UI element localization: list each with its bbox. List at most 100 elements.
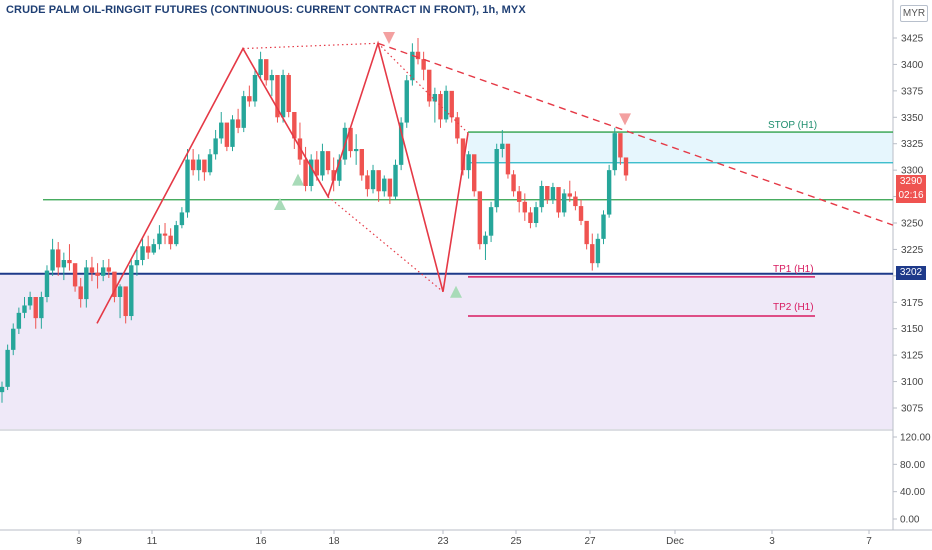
candle-body [382, 178, 387, 192]
volume-tick-label: 80.00 [900, 460, 925, 471]
candle-body [595, 238, 601, 264]
candle-body [365, 175, 370, 190]
candle-body [561, 193, 567, 213]
dotted-right-line [377, 42, 469, 134]
candle-body [44, 270, 50, 297]
candle-body [78, 286, 83, 300]
time-tick-label: 7 [866, 536, 872, 547]
candle-body [533, 207, 539, 223]
candle-body [325, 151, 331, 171]
candle-body [56, 249, 61, 268]
stop-zone [468, 132, 893, 163]
countdown-tag: 02:16 [896, 189, 926, 203]
candle-body [213, 138, 218, 155]
candle-body [516, 191, 522, 202]
price-tick-label: 3150 [901, 324, 924, 335]
candle-body [39, 297, 44, 319]
dotted-peak-line [242, 42, 379, 50]
candle-body [67, 260, 72, 264]
candle-body [224, 122, 230, 147]
candle-body [95, 272, 100, 276]
candle-body [460, 138, 466, 171]
price-axis[interactable]: 3075310031253150317532003225325032753300… [893, 34, 924, 415]
time-tick-label: 23 [437, 536, 449, 547]
candle-body [27, 297, 33, 306]
candle-body [190, 159, 196, 171]
candle-body [432, 94, 438, 102]
candle-body [438, 94, 443, 120]
candle-body [522, 201, 528, 213]
volume-axis[interactable]: 0.00 40.00 80.00 120.00 [893, 433, 931, 526]
candle-body [415, 51, 421, 60]
time-tick-label: 25 [510, 536, 522, 547]
candle-body [258, 59, 263, 75]
candle-body [84, 267, 89, 300]
candle-body [162, 233, 168, 236]
candle-body [202, 159, 207, 173]
price-tick-label: 3350 [901, 113, 924, 124]
candle-body [528, 212, 533, 223]
candle-body [573, 196, 578, 207]
candle-body [545, 186, 550, 200]
candle-body [134, 260, 140, 266]
candles [0, 38, 629, 403]
price-tick-label: 3225 [901, 245, 924, 256]
candle-body [590, 244, 595, 264]
candle-body [370, 170, 376, 190]
volume-tick-label: 0.00 [900, 515, 920, 526]
price-tick-label: 3075 [901, 404, 924, 415]
time-axis[interactable]: 9 11 16 18 23 25 27 Dec 3 7 [76, 530, 872, 547]
currency-button[interactable]: MYR [900, 5, 928, 22]
candle-body [247, 96, 252, 102]
candle-body [241, 96, 246, 128]
candle-body [387, 178, 393, 197]
candle-body [337, 159, 342, 181]
demand-zone [0, 273, 893, 429]
candle-body [185, 159, 190, 213]
candle-body [410, 51, 415, 81]
candle-body [207, 154, 213, 173]
candle-body [567, 193, 572, 197]
candle-body [505, 143, 511, 175]
candle-body [16, 312, 22, 329]
candle-body [500, 143, 505, 149]
buy-marker [274, 197, 286, 210]
candle-body [292, 112, 297, 139]
sell-marker [619, 113, 631, 126]
candle-body [168, 235, 173, 245]
price-tick-label: 3400 [901, 60, 924, 71]
candle-body [264, 59, 269, 81]
price-tick-label: 3250 [901, 219, 924, 230]
candle-body [61, 260, 67, 268]
time-tick-label: 9 [76, 536, 82, 547]
candle-body [280, 75, 286, 118]
price-tick-label: 3125 [901, 351, 924, 362]
tp2-label: TP2 (H1) [773, 302, 814, 313]
candle-body [314, 159, 320, 176]
candle-body [112, 271, 117, 297]
candle-body [11, 328, 16, 350]
candle-body [0, 386, 5, 393]
candle-body [556, 187, 561, 213]
sell-marker [383, 32, 395, 44]
candle-body [427, 69, 432, 102]
candle-body [33, 297, 38, 319]
candle-body [449, 90, 454, 118]
candle-body [123, 286, 128, 317]
candle-body [89, 267, 95, 273]
candle-body [578, 206, 584, 221]
price-tick-label: 3100 [901, 377, 924, 388]
chart-title: CRUDE PALM OIL-RINGGIT FUTURES (CONTINUO… [6, 4, 526, 16]
candle-body [584, 220, 589, 245]
price-tick-label: 3300 [901, 166, 924, 177]
time-tick-label: 3 [769, 536, 775, 547]
candle-body [50, 249, 55, 271]
candle-body [359, 149, 364, 176]
time-tick-label: 16 [255, 536, 267, 547]
candle-body [72, 263, 78, 287]
pattern-overlay [96, 32, 894, 324]
candle-body [623, 157, 629, 176]
candle-body [151, 244, 156, 253]
candle-body [145, 246, 151, 253]
